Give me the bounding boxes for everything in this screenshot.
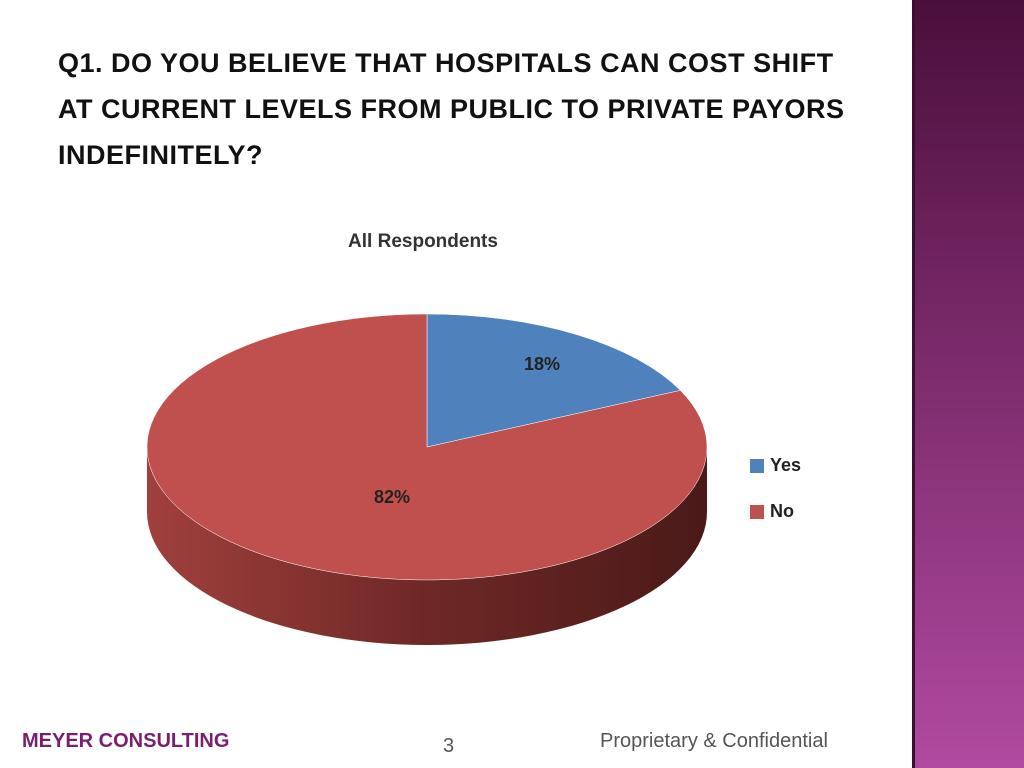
chart-title: All Respondents xyxy=(348,231,498,252)
chart: All Respondents 18% Yes 82% No xyxy=(146,231,801,645)
slice xyxy=(146,313,708,581)
legend-label: Yes xyxy=(770,455,801,475)
legend-label: No xyxy=(770,501,794,521)
page-number: 3 xyxy=(443,735,455,757)
side-stripe xyxy=(912,0,1024,768)
data-label: 18% xyxy=(524,354,560,374)
slice xyxy=(426,313,681,448)
data-label: 82% xyxy=(374,487,410,507)
legend-swatch xyxy=(750,459,764,473)
slide-title: Q1. DO YOU BELIEVE THAT HOSPITALS CAN CO… xyxy=(58,48,845,170)
slice-side xyxy=(147,447,707,645)
legend-swatch xyxy=(750,505,764,519)
notice: Proprietary & Confidential xyxy=(600,730,828,752)
company: MEYER CONSULTING xyxy=(22,730,230,752)
